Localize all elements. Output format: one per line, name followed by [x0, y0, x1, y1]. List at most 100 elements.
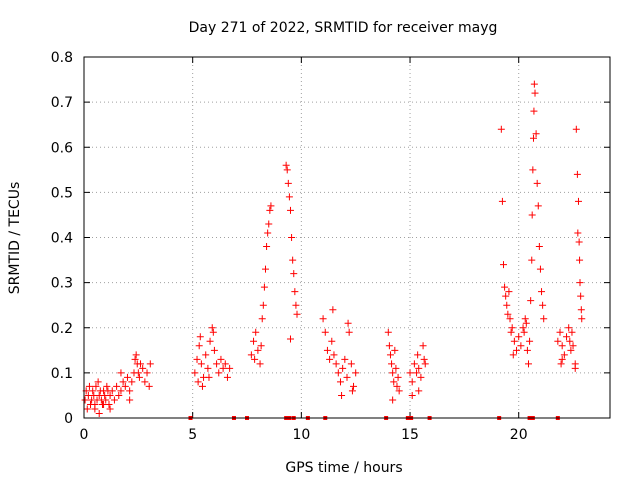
data-point — [392, 364, 400, 372]
data-point — [134, 369, 142, 377]
data-point — [350, 382, 358, 390]
data-point — [206, 337, 214, 345]
data-point — [420, 355, 428, 363]
y-tick-label: 0.2 — [51, 321, 73, 337]
data-point — [117, 369, 125, 377]
data-point — [522, 319, 530, 327]
data-point — [146, 360, 154, 368]
data-point — [100, 400, 108, 408]
data-point — [226, 364, 234, 372]
data-point — [131, 355, 139, 363]
data-point — [328, 337, 336, 345]
data-point — [252, 328, 260, 336]
data-point — [526, 337, 534, 345]
data-point — [251, 355, 259, 363]
data-point — [282, 161, 290, 169]
data-point — [535, 243, 543, 251]
data-point — [576, 279, 584, 287]
data-point — [529, 166, 537, 174]
data-point — [520, 328, 528, 336]
data-points — [81, 80, 586, 420]
data-point — [554, 337, 562, 345]
data-point — [83, 405, 91, 413]
data-point — [347, 360, 355, 368]
data-point — [509, 351, 517, 359]
data-point — [527, 297, 535, 305]
data-point — [256, 360, 264, 368]
data-point — [258, 315, 266, 323]
data-point — [521, 315, 529, 323]
y-tick-label: 0.6 — [51, 140, 73, 156]
y-tick-label: 0.1 — [51, 366, 73, 382]
data-point — [219, 364, 227, 372]
data-point — [213, 360, 221, 368]
data-point — [419, 342, 427, 350]
data-point — [577, 292, 585, 300]
data-point — [81, 396, 89, 404]
data-point — [384, 328, 392, 336]
data-point — [574, 229, 582, 237]
data-point — [391, 346, 399, 354]
data-point — [332, 360, 340, 368]
data-point — [197, 360, 205, 368]
data-point — [288, 234, 296, 241]
data-point — [261, 265, 269, 273]
data-point — [574, 197, 582, 205]
data-point — [510, 337, 518, 345]
data-point — [338, 391, 346, 399]
data-point — [540, 315, 548, 323]
data-point — [217, 355, 225, 363]
y-tick-label: 0.8 — [51, 50, 73, 66]
data-point — [94, 378, 102, 386]
data-point — [321, 328, 329, 336]
data-point — [115, 391, 123, 399]
data-point — [121, 382, 129, 390]
data-point — [117, 387, 125, 395]
data-point — [528, 256, 536, 264]
data-point — [390, 378, 398, 386]
y-tick-label: 0.3 — [51, 276, 73, 292]
data-point — [336, 378, 344, 386]
data-point — [286, 335, 294, 343]
data-point — [498, 197, 506, 205]
data-point — [507, 328, 515, 336]
data-point — [215, 369, 223, 377]
data-point — [577, 306, 585, 314]
data-point — [210, 346, 218, 354]
data-point — [513, 346, 521, 354]
data-point — [126, 387, 134, 395]
data-point — [519, 324, 527, 332]
data-point — [408, 378, 416, 386]
data-point — [517, 342, 525, 350]
data-point — [285, 193, 293, 201]
data-point — [389, 396, 397, 404]
data-point — [267, 202, 275, 210]
data-point — [417, 373, 425, 381]
gridlines — [84, 57, 610, 418]
data-point — [503, 301, 511, 309]
data-point — [563, 333, 571, 341]
data-point — [578, 315, 586, 323]
data-point — [415, 387, 423, 395]
data-point — [145, 382, 153, 390]
data-point — [393, 382, 401, 390]
data-point — [529, 134, 537, 142]
data-point — [569, 342, 577, 350]
data-point — [202, 351, 210, 359]
data-point — [395, 387, 403, 395]
data-point — [341, 355, 349, 363]
data-point — [538, 288, 546, 296]
data-point — [389, 369, 397, 377]
data-point — [250, 337, 258, 345]
data-point — [194, 378, 202, 386]
data-point — [515, 333, 523, 341]
data-point — [102, 396, 110, 404]
data-point — [414, 351, 422, 359]
data-point — [106, 405, 114, 413]
data-point — [386, 351, 394, 359]
x-tick-label: 20 — [510, 427, 528, 443]
data-point — [565, 324, 573, 332]
data-point — [123, 373, 131, 381]
y-tick-label: 0.4 — [51, 231, 73, 247]
